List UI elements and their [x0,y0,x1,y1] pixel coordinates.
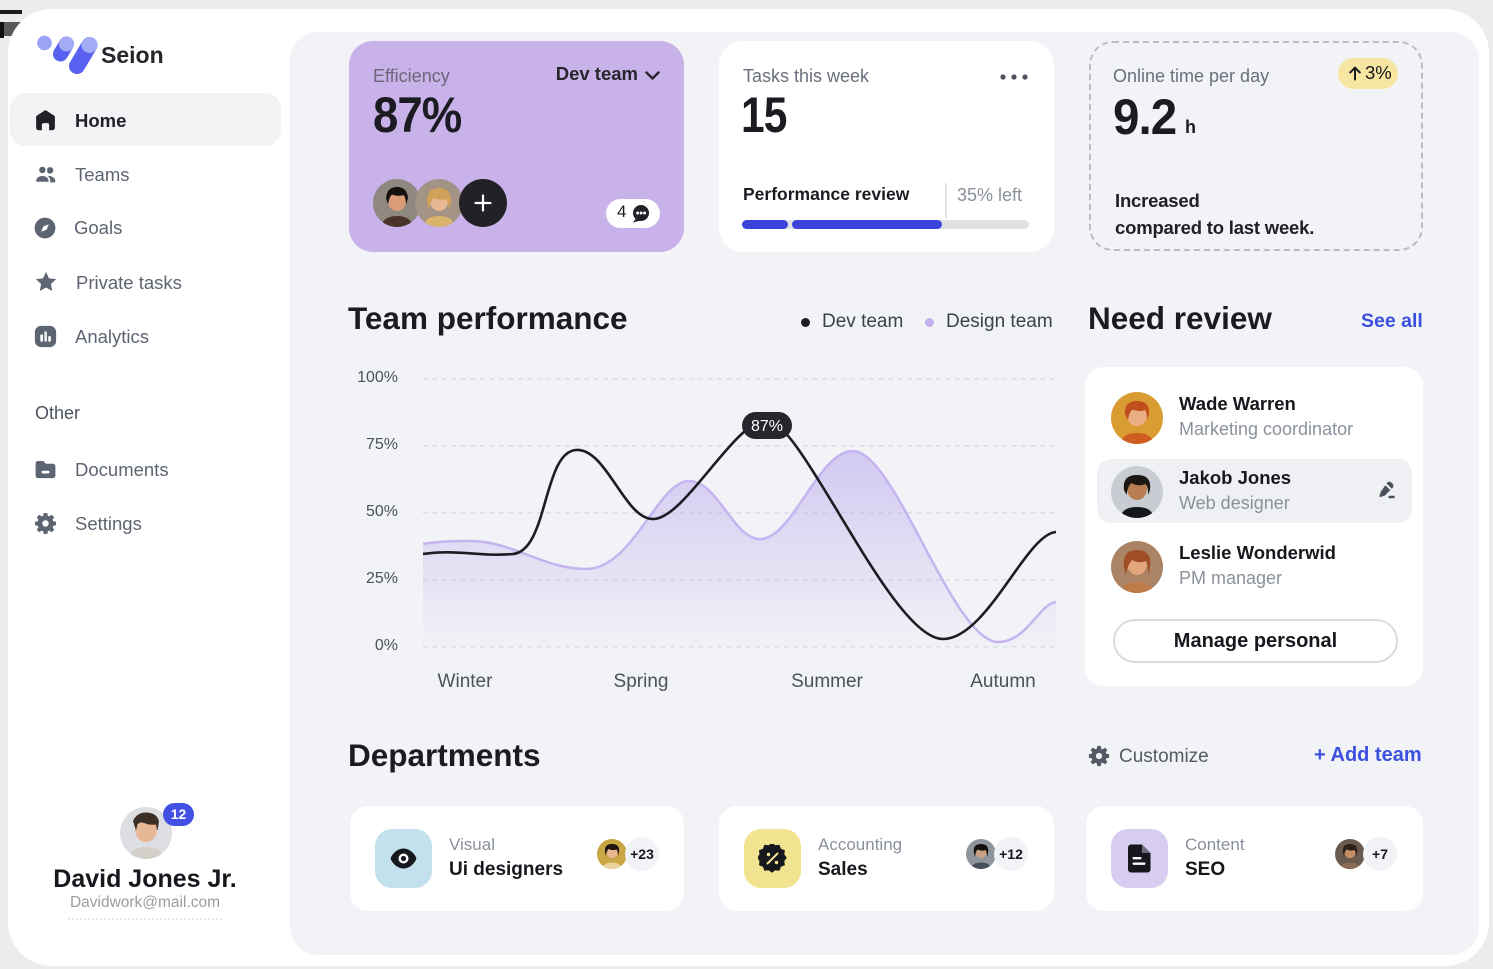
svg-text:87%: 87% [751,418,783,435]
